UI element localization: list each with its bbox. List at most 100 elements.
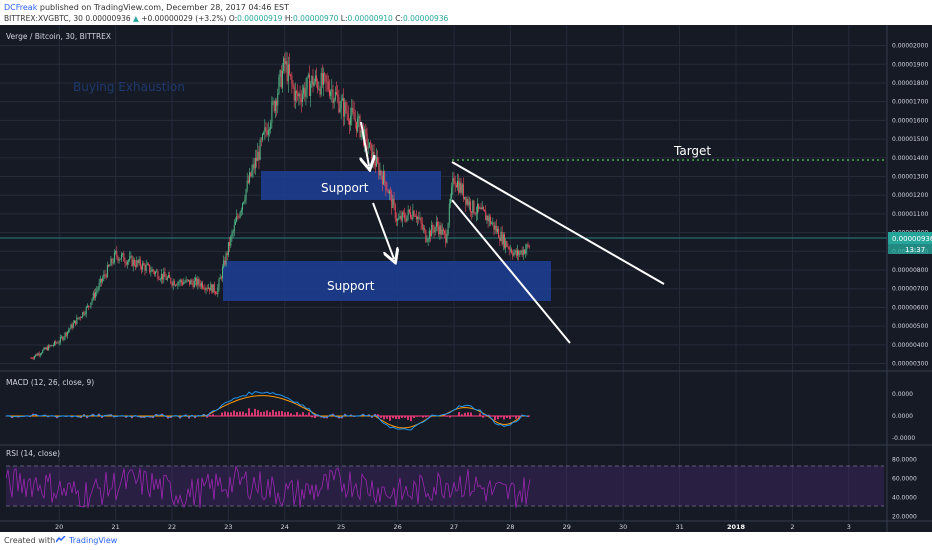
candle-body	[500, 231, 502, 241]
candle-body	[333, 99, 335, 104]
macd-histogram-bar	[224, 411, 226, 417]
candle-body	[392, 198, 394, 208]
candle-body	[229, 242, 231, 246]
low-value: 0.00000910	[347, 14, 393, 23]
candle-body	[451, 186, 453, 199]
tradingview-link[interactable]: TradingView	[69, 536, 118, 545]
candle-body	[175, 284, 177, 286]
candle-body	[190, 280, 192, 285]
close-value: 0.00000936	[402, 14, 449, 23]
candle-body	[292, 83, 294, 88]
macd-histogram-bar	[377, 414, 379, 417]
candle-body	[475, 213, 477, 215]
candle-body	[135, 264, 137, 267]
x-tick-label: 26	[393, 523, 401, 531]
candle-body	[226, 253, 228, 255]
candle-body	[272, 101, 274, 103]
candle-body	[442, 229, 444, 232]
candle-body	[122, 253, 124, 255]
candle-body	[155, 271, 157, 274]
candle-body	[397, 219, 399, 221]
candle-body	[259, 139, 261, 160]
macd-line	[5, 391, 529, 431]
candle-body	[511, 249, 513, 254]
candle-body	[54, 341, 55, 346]
macd-tick: 0.0000	[892, 413, 913, 420]
candle-body	[512, 253, 514, 256]
candle-body	[417, 217, 419, 220]
candle-body	[366, 133, 368, 149]
candle-body	[124, 261, 126, 263]
candle-body	[419, 218, 421, 219]
candle-body	[233, 224, 235, 232]
candle-body	[89, 306, 91, 308]
candle-body	[151, 269, 153, 272]
y-tick-label: 0.00001200	[892, 192, 928, 199]
y-tick-label: 0.00000300	[892, 361, 928, 368]
candle-body	[496, 228, 498, 232]
candle-body	[432, 224, 434, 230]
candle-body	[90, 302, 92, 307]
macd-histogram-bar	[230, 412, 232, 417]
candle-body	[237, 216, 239, 218]
candle-body	[521, 250, 523, 256]
candle-body	[95, 292, 97, 298]
down-arrow-lower	[372, 202, 394, 259]
candle-body	[507, 246, 509, 248]
candle-body	[69, 328, 71, 331]
candle-body	[467, 199, 469, 206]
macd-histogram-bar	[458, 412, 460, 417]
candle-body	[378, 162, 380, 176]
candle-body	[82, 312, 84, 318]
candle-body	[230, 236, 232, 246]
candle-body	[220, 277, 222, 279]
publication-line: DCFreak published on TradingView.com, De…	[4, 3, 289, 12]
time-axis[interactable]: 20 21 22 23 24 25 26 27 28 29 30 31 2018 2 3	[55, 523, 851, 531]
candle-body	[279, 70, 281, 77]
price-axis[interactable]: 0.00002000 0.00001900 0.00001800 0.00001700…	[892, 43, 928, 368]
rsi-tick-label: 80.0000	[892, 456, 917, 463]
candle-body	[180, 280, 182, 283]
candle-body	[387, 190, 389, 194]
candle-body	[421, 223, 423, 229]
candle-body	[144, 265, 146, 271]
price-grid	[0, 45, 887, 365]
candle-body	[256, 157, 258, 161]
created-with-text: Created with	[4, 536, 56, 545]
macd-tick: -0.0000	[892, 435, 915, 442]
candle-body	[63, 337, 65, 340]
candle-body	[267, 130, 269, 135]
candle-body	[58, 342, 60, 344]
candle-body	[359, 116, 361, 138]
candle-body	[327, 81, 329, 90]
candle-body	[146, 264, 148, 266]
macd-histogram-bar	[254, 408, 256, 417]
candle-body	[526, 244, 528, 250]
macd-histogram-bar	[299, 414, 301, 417]
chart-area[interactable]: 0.00002000 0.00001900 0.00001800 0.00001700…	[0, 25, 932, 532]
candle-body	[149, 264, 151, 273]
candle-body	[71, 324, 73, 328]
x-tick-label: 20	[55, 523, 63, 531]
author-link[interactable]: DCFreak	[4, 3, 38, 12]
candle-body	[129, 256, 131, 261]
candle-body	[406, 215, 408, 222]
rsi-band	[6, 466, 884, 506]
candle-body	[177, 282, 179, 286]
candle-body	[466, 199, 468, 205]
candle-body	[448, 203, 450, 224]
candle-body	[493, 222, 495, 230]
candle-body	[285, 61, 287, 65]
candle-body	[373, 151, 375, 163]
chart-canvas[interactable]: 0.00002000 0.00001900 0.00001800 0.00001700…	[0, 25, 932, 532]
candle-body	[458, 180, 460, 193]
candle-body	[126, 261, 128, 265]
macd-histogram-bar	[395, 416, 397, 420]
candle-body	[499, 238, 501, 241]
candle-body	[132, 259, 134, 267]
candle-body	[464, 196, 466, 199]
open-value: 0.00000919	[237, 14, 283, 23]
candle-body	[374, 162, 376, 167]
candle-body	[158, 278, 160, 280]
candle-body	[462, 184, 464, 199]
